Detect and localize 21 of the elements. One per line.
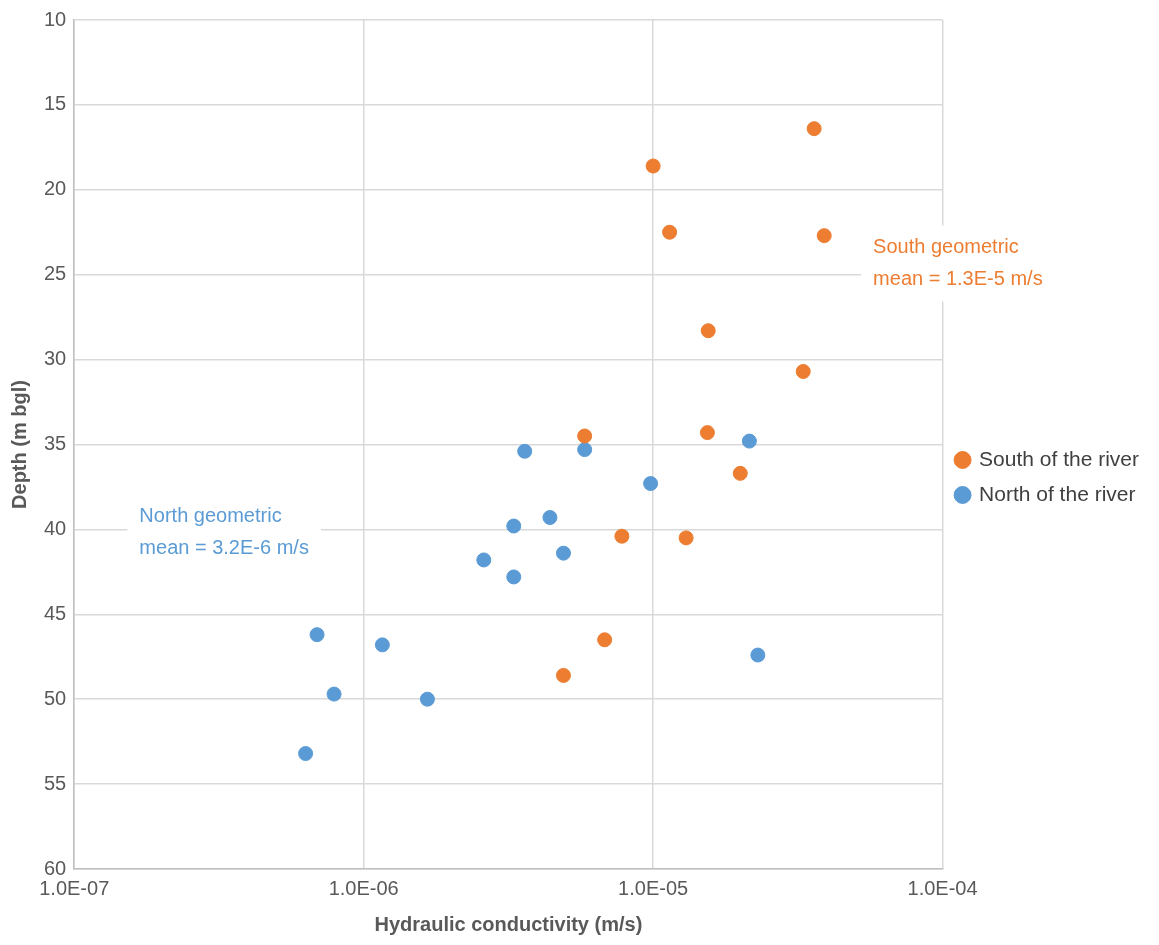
annotation: South geometric mean = 1.3E-5 m/s	[873, 235, 1043, 290]
y-axis-title: Depth (m bgl)	[7, 380, 30, 509]
y-tick-label: 25	[44, 262, 67, 285]
x-tick-label: 1.0E-06	[328, 876, 399, 899]
y-tick-label: 20	[44, 177, 67, 200]
y-tick-label: 35	[44, 432, 67, 455]
y-tick-label: 50	[44, 686, 67, 709]
x-tick-label: 1.0E-04	[907, 876, 978, 899]
y-tick-label: 60	[44, 856, 67, 879]
y-tick-label: 10	[44, 7, 67, 30]
y-tick-label: 45	[44, 601, 67, 624]
legend-label: North of the river	[979, 481, 1136, 505]
y-tick-label: 40	[44, 516, 67, 539]
y-tick-label: 15	[44, 92, 67, 115]
y-tick-label: 30	[44, 347, 67, 370]
x-tick-label: 1.0E-07	[39, 876, 110, 899]
legend-label: South of the river	[979, 446, 1140, 470]
x-axis-title: Hydraulic conductivity (m/s)	[374, 912, 643, 935]
y-tick-label: 55	[44, 771, 67, 794]
x-tick-label: 1.0E-05	[618, 876, 689, 899]
annotation: North geometric mean = 3.2E-6 m/s	[139, 504, 309, 559]
